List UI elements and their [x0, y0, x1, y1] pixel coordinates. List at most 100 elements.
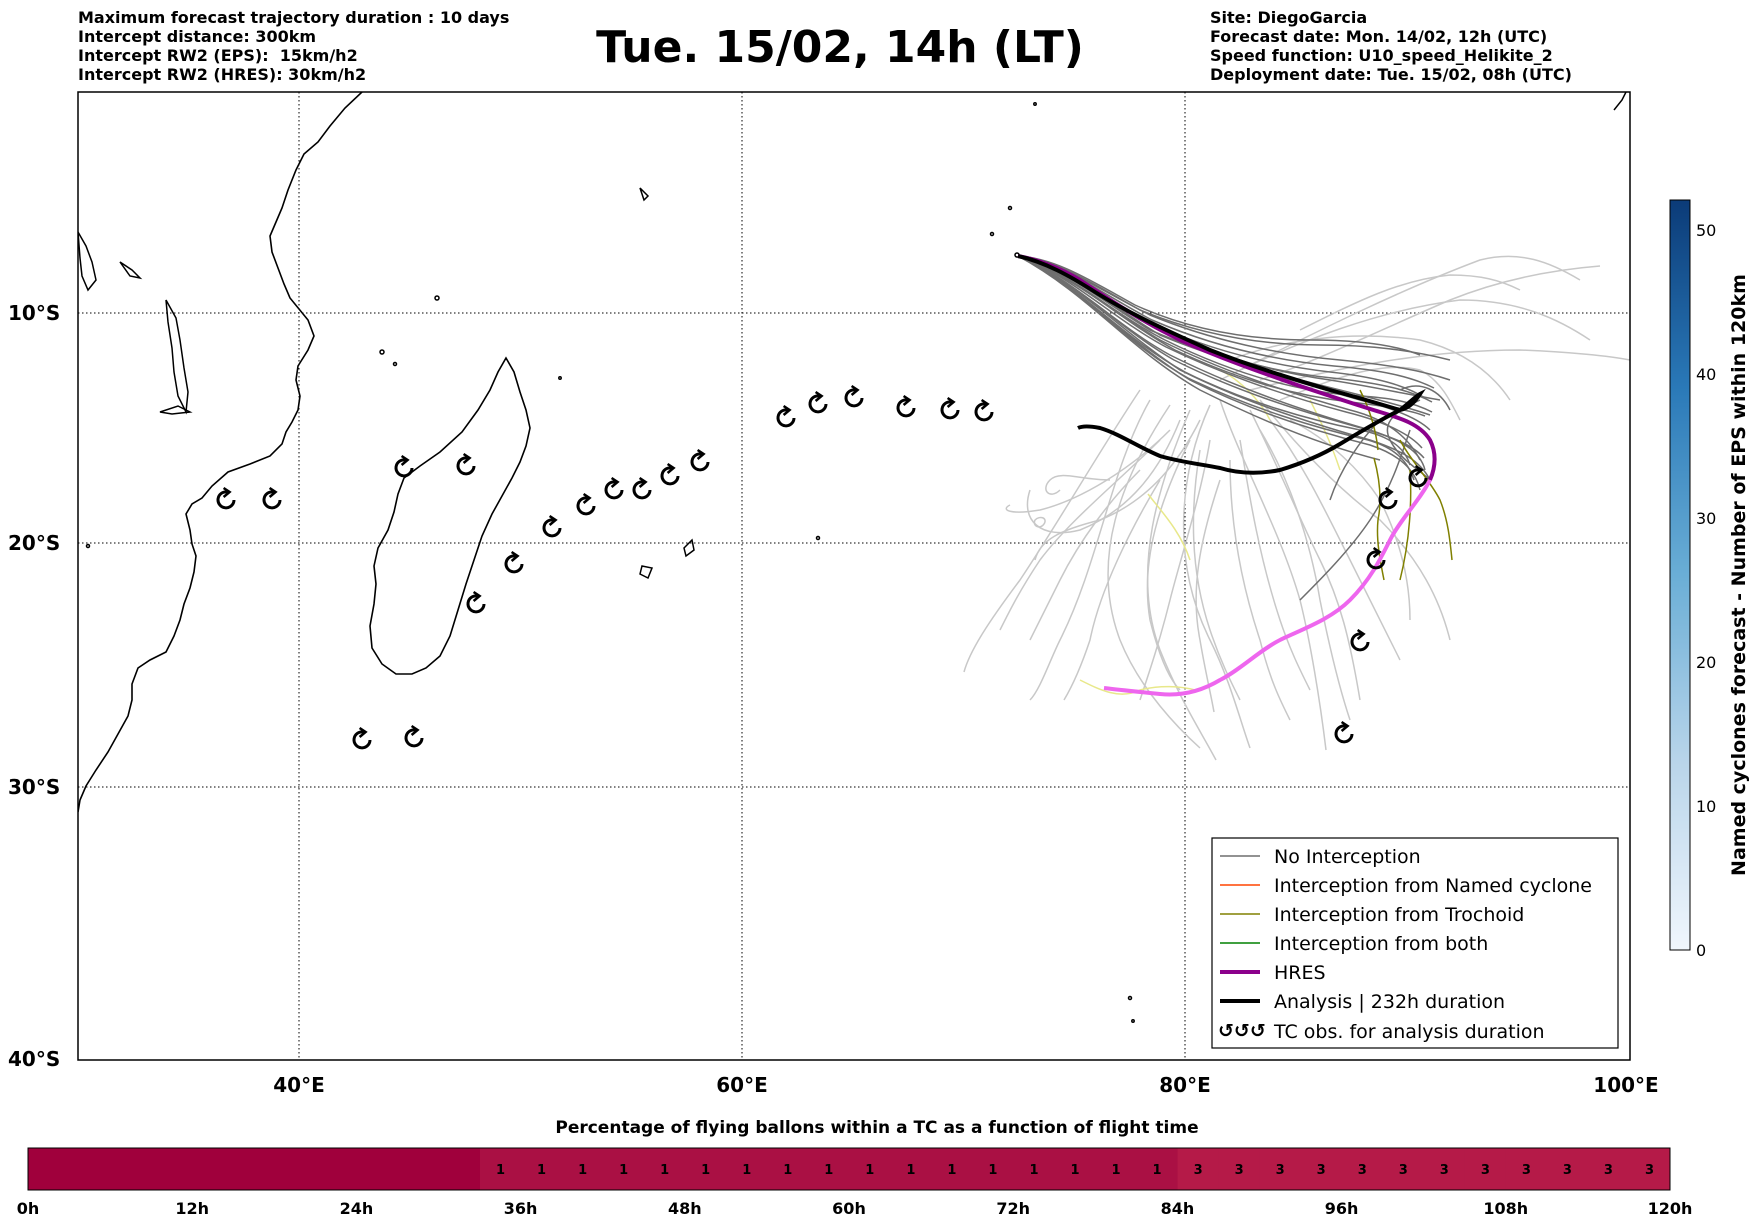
lat-label: 10°S [8, 301, 60, 325]
timebar-cell [1587, 1148, 1630, 1190]
timebar-tick: 72h [996, 1199, 1030, 1218]
tc-observation-markers [216, 384, 1428, 750]
timebar-cell [890, 1148, 932, 1190]
map-gridlines [78, 92, 1630, 1060]
tc-observation-arrow [1340, 720, 1350, 732]
timebar-cell [1136, 1148, 1179, 1190]
timebar-cell-label: 3 [1235, 1163, 1244, 1178]
timebar-cell-label: 1 [947, 1163, 956, 1178]
tc-observation-arrow [1414, 464, 1424, 476]
map-frame [77, 91, 1631, 1061]
timebar-cell [972, 1148, 1014, 1190]
timebar-cell-label: 1 [988, 1163, 997, 1178]
timebar-cell [1546, 1148, 1589, 1190]
header-left-line: Intercept distance: 300km [78, 27, 317, 46]
timebar-cell-label: 3 [1440, 1163, 1449, 1178]
timebar-frame [27, 1147, 1671, 1191]
colorbar-tick: 0 [1696, 941, 1706, 960]
timebar-cell [1628, 1148, 1671, 1190]
africa-coastline [78, 92, 363, 813]
lon-label: 40°E [273, 1073, 325, 1097]
timebar-cell [685, 1148, 727, 1190]
colorbar-ticks: 0 10 20 30 40 50 [1696, 221, 1716, 960]
lon-label: 60°E [716, 1073, 768, 1097]
tc-observation-icon [466, 594, 486, 614]
legend-label: HRES [1274, 962, 1326, 984]
colorbar-title: Named cyclones forecast - Number of EPS … [1728, 274, 1750, 876]
tc-observation-arrow [980, 398, 990, 410]
tc-observation-arrow [582, 492, 592, 504]
tc-observation-arrow [462, 452, 472, 464]
timebar-cell-label: 1 [619, 1163, 628, 1178]
timebar-tick: 0h [17, 1199, 40, 1218]
timebar-cell-label: 3 [1645, 1163, 1654, 1178]
timebar-cell [562, 1148, 604, 1190]
tc-observation-arrow [946, 396, 956, 408]
timebar: 1 1 1 1 1 1 1 1 1 1 1 1 1 1 1 1 1 3 3 3 3 3 3 3 3 3 3 3 3 0h 12h 24h 36h… [17, 1147, 1693, 1218]
timebar-cell-label: 1 [496, 1163, 505, 1178]
timebar-cell [1423, 1148, 1466, 1190]
tc-observation-icon [1408, 468, 1428, 488]
hres-trajectory-late [1103, 479, 1432, 697]
timebar-cell [1300, 1148, 1343, 1190]
tc-observation-arrow [902, 394, 912, 406]
tc-observation-icon [542, 518, 562, 538]
tc-observation-icon [940, 400, 960, 420]
timebar-cell-label: 1 [578, 1163, 587, 1178]
tc-observation-arrow [696, 448, 706, 460]
tc-observation-icon [394, 458, 414, 478]
tc-observation-icon [974, 402, 994, 422]
tc-observation-arrow [358, 726, 368, 738]
timebar-cell-label: 1 [1153, 1163, 1162, 1178]
colorbar-tick: 50 [1696, 221, 1716, 240]
colorbar-tick: 20 [1696, 653, 1716, 672]
timebar-cell [1095, 1148, 1138, 1190]
timebar-segment [28, 1148, 480, 1190]
header-left-info: Maximum forecast trajectory duration : 1… [78, 8, 509, 84]
timebar-cell-label: 1 [783, 1163, 792, 1178]
timebar-cell-label: 3 [1563, 1163, 1572, 1178]
tc-observation-arrow [1356, 628, 1366, 640]
lat-label: 40°S [8, 1047, 60, 1071]
tc-observation-icon [262, 490, 282, 510]
legend-label: Analysis | 232h duration [1274, 991, 1505, 1013]
tc-observation-icon [504, 554, 524, 574]
timebar-cell-label: 1 [537, 1163, 546, 1178]
timebar-cell-label: 3 [1399, 1163, 1408, 1178]
tc-observation-arrow [472, 590, 482, 602]
tc-observation-icon [604, 480, 624, 500]
timebar-cell [1382, 1148, 1425, 1190]
page-title: Tue. 15/02, 14h (LT) [596, 22, 1084, 73]
lat-label: 30°S [8, 775, 60, 799]
legend-label: Interception from both [1274, 933, 1488, 955]
tc-observation-arrow [410, 724, 420, 736]
timebar-tick: 60h [832, 1199, 866, 1218]
tc-observation-icon [660, 466, 680, 486]
tc-observation-icon [404, 728, 424, 748]
legend-tc-symbol: ↺↺↺ [1218, 1020, 1266, 1042]
tc-observation-icon [1334, 724, 1354, 744]
timebar-cell-label: 1 [865, 1163, 874, 1178]
timebar-cell-label: 3 [1481, 1163, 1490, 1178]
timebar-tick: 108h [1483, 1199, 1528, 1218]
colorbar-tick: 40 [1696, 365, 1716, 384]
lat-label: 20°S [8, 531, 60, 555]
tc-observation-arrow [782, 404, 792, 416]
tc-observation-icon [216, 490, 236, 510]
legend-box [1211, 837, 1619, 1049]
tc-observation-icon [632, 480, 652, 500]
legend: No Interception Interception from Named … [1211, 837, 1619, 1049]
timebar-tick: 120h [1648, 1199, 1693, 1218]
tc-observation-arrow [548, 514, 558, 526]
tc-observation-arrow [222, 486, 232, 498]
tc-observation-icon [456, 456, 476, 476]
timebar-cell [767, 1148, 809, 1190]
timebar-cell-label: 3 [1276, 1163, 1285, 1178]
hres-trajectory [1017, 254, 1437, 481]
legend-label: Interception from Trochoid [1274, 904, 1524, 926]
tc-observation-arrow [1372, 546, 1382, 558]
timebar-cell [849, 1148, 891, 1190]
timebar-cell [1013, 1148, 1055, 1190]
ensemble-faint-members [963, 255, 1630, 761]
tc-observation-arrow [666, 462, 676, 474]
